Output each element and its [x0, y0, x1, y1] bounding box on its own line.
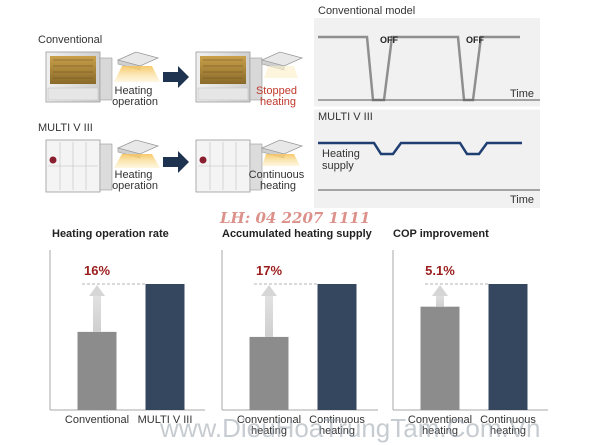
off-label-2: OFF [466, 35, 484, 45]
improvement-arrow-icon [89, 285, 105, 296]
bar-charts: Heating operation rate Conventional MULTI … [49, 228, 548, 437]
category-label: Conventional [237, 414, 301, 426]
conventional-signal-line [318, 35, 520, 102]
conventional-indoor-heating-icon [114, 51, 160, 82]
improvement-arrow-icon [432, 285, 448, 296]
stopped-heating-label: Stopped heating [256, 85, 300, 108]
improvement-arrow-icon [261, 285, 277, 296]
conventional-outdoor-unit-icon [45, 51, 113, 103]
multi-v-outdoor-unit-icon [45, 139, 113, 193]
bar-multi-v [145, 284, 185, 410]
improvement-label: 17% [256, 263, 282, 278]
watermark-site: www.DieuHoaTrungTam.Com.Vn [159, 413, 541, 443]
category-label: Continuous [480, 414, 536, 426]
conventional-outdoor-unit-stopped-icon [195, 51, 263, 103]
off-label-1: OFF [380, 35, 398, 45]
time-label-bottom: Time [510, 194, 534, 206]
multi-v-graph-title: MULTI V III [318, 111, 373, 123]
multi-v-outdoor-unit-continuous-icon [195, 139, 263, 193]
chart-2: Accumulated heating supplyConventionalhe… [221, 228, 378, 437]
bar-multi-v [488, 284, 528, 410]
arrow-right-icon [163, 151, 189, 173]
category-label: heating [319, 425, 355, 437]
category-label: Continuous [309, 414, 365, 426]
category-label: heating [490, 425, 526, 437]
category-label: Conventional [408, 414, 472, 426]
multi-v-signal-line [318, 141, 522, 156]
multi-v-indoor-continuous-icon [260, 139, 304, 166]
improvement-arrow-shaft [265, 294, 273, 337]
arrow-right-icon [163, 66, 189, 88]
continuous-heating-label: Continuous heating [249, 169, 308, 192]
conv-heating-operation-label: Heating operation [112, 85, 158, 108]
bar-conventional [77, 331, 117, 410]
improvement-arrow-shaft [93, 294, 101, 332]
conventional-indoor-stopped-icon [260, 51, 304, 78]
chart-title: COP improvement [393, 228, 489, 240]
chart-title: Accumulated heating supply [222, 228, 373, 240]
bar-conventional [420, 306, 460, 410]
watermark-phone: LH: 04 2207 1111 [219, 209, 370, 227]
conventional-label: Conventional [38, 34, 102, 46]
illustration-panel: Conventional Heating operation [38, 34, 308, 193]
signal-panel: Conventional model OFF OFF Time MULTI V … [314, 5, 540, 208]
chart-title: Heating operation rate [52, 228, 169, 240]
multi-v-indoor-heating-icon [114, 139, 160, 168]
category-label: MULTI V III [138, 414, 193, 426]
category-label: Conventional [65, 414, 129, 426]
improvement-label: 5.1% [425, 263, 455, 278]
multi-v-label: MULTI V III [38, 122, 93, 134]
bar-conventional [249, 336, 289, 410]
chart-3: COP improvementConventionalheatingContin… [392, 228, 548, 437]
multi-heating-operation-label: Heating operation [112, 169, 158, 192]
improvement-label: 16% [84, 263, 110, 278]
chart-1: Heating operation rate Conventional MULTI … [49, 228, 205, 426]
improvement-arrow-shaft [436, 294, 444, 307]
category-label: heating [422, 425, 458, 437]
time-label-top: Time [510, 88, 534, 100]
category-label: heating [251, 425, 287, 437]
bar-multi-v [317, 284, 357, 410]
heating-supply-label: Heating supply [322, 148, 363, 172]
conventional-model-title: Conventional model [318, 5, 415, 17]
